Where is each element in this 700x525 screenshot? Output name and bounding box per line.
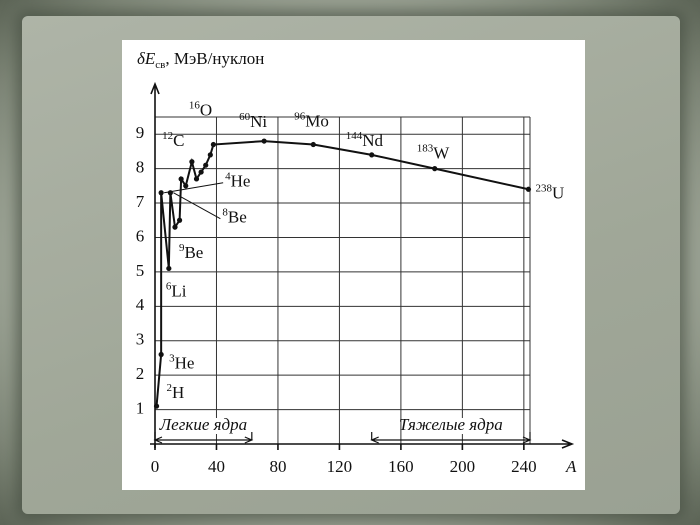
point-label-symbol: Li [171,281,186,300]
point-label-mass: 8 [222,206,228,218]
point-label-symbol: W [433,144,450,163]
point-label-mass: 3 [169,352,175,364]
y-tick-label: 2 [136,364,145,383]
point-label-symbol: U [552,183,564,202]
x-tick-label: 40 [208,457,225,476]
point-label-mass: 96 [294,110,306,122]
y-tick-label: 8 [136,158,145,177]
x-tick-label: 80 [269,457,286,476]
x-tick-label: 240 [511,457,537,476]
point-label: 2H [167,382,185,402]
range-arrow [370,432,532,444]
range-label: Тяжелые ядра [399,415,503,434]
point-label-symbol: Ni [250,112,267,131]
point-label-symbol: He [231,172,251,191]
point-label-symbol: O [200,101,212,120]
range-label: Легкие ядра [159,415,247,434]
point-label-symbol: He [175,353,195,372]
point-label-mass: 9 [179,242,185,254]
point-label-symbol: Be [228,208,247,227]
point-label-mass: 183 [417,142,434,154]
point-label-mass: 60 [239,111,251,123]
data-point [310,141,316,148]
point-label: 6Li [166,280,187,300]
x-axis [150,439,575,449]
data-point [183,183,189,189]
x-tick-label: 0 [151,457,160,476]
data-point [210,141,217,148]
point-label: 60Ni [239,111,267,131]
point-label: 8Be [222,206,246,226]
y-tick-label: 9 [136,123,145,142]
data-point [158,351,164,358]
data-point [525,186,532,192]
point-label: 183W [417,142,451,162]
data-point [178,176,184,182]
leader-line [173,192,221,220]
x-axis-title: A [565,457,577,476]
data-point [166,265,172,272]
data-point [189,159,195,165]
data-point [153,403,160,409]
y-tick-label: 1 [136,398,145,417]
data-point [158,190,164,196]
point-label: 144Nd [346,129,384,149]
data-line [155,140,529,407]
point-label: 96Mo [294,110,329,130]
x-tick-label: 200 [450,457,476,476]
point-label: 12C [162,129,184,149]
range-label-bg [158,418,249,434]
plot-panel [122,40,585,490]
y-tick-label: 5 [136,261,145,280]
point-label-symbol: Nd [362,131,383,150]
data-point [261,138,267,144]
point-label-symbol: H [172,383,184,402]
point-label: 238U [535,182,564,202]
point-label-mass: 12 [162,129,173,141]
point-label: 4He [225,170,250,190]
y-tick-label: 3 [136,330,145,349]
data-point [176,217,183,223]
y-tick-label: 7 [136,192,145,211]
y-tick-label: 6 [136,226,145,245]
y-tick-label: 4 [136,295,145,314]
data-point [369,152,375,158]
data-point [203,162,209,168]
point-label-mass: 6 [166,280,172,292]
data-point [432,166,438,172]
data-point [172,224,178,230]
data-point [207,152,213,158]
point-label-symbol: Mo [305,111,329,130]
point-label: 3He [169,352,194,372]
x-tick-label: 160 [388,457,414,476]
point-label-mass: 4 [225,170,231,182]
range-label-bg [401,418,500,434]
point-label-mass: 144 [346,129,363,141]
point-label: 9Be [179,242,203,262]
point-label-mass: 238 [535,182,552,194]
y-axis-title: δEсв, МэВ/нуклон [137,49,264,71]
point-label-symbol: Be [184,243,203,262]
point-label-mass: 16 [189,99,201,111]
point-label-mass: 2 [167,382,173,394]
point-label: 16O [189,99,212,119]
range-arrow [153,432,254,444]
y-axis [150,81,160,448]
point-label-symbol: C [173,131,184,150]
data-point [193,176,200,182]
x-tick-label: 120 [327,457,353,476]
leader-line [164,182,224,194]
data-point [198,169,204,175]
